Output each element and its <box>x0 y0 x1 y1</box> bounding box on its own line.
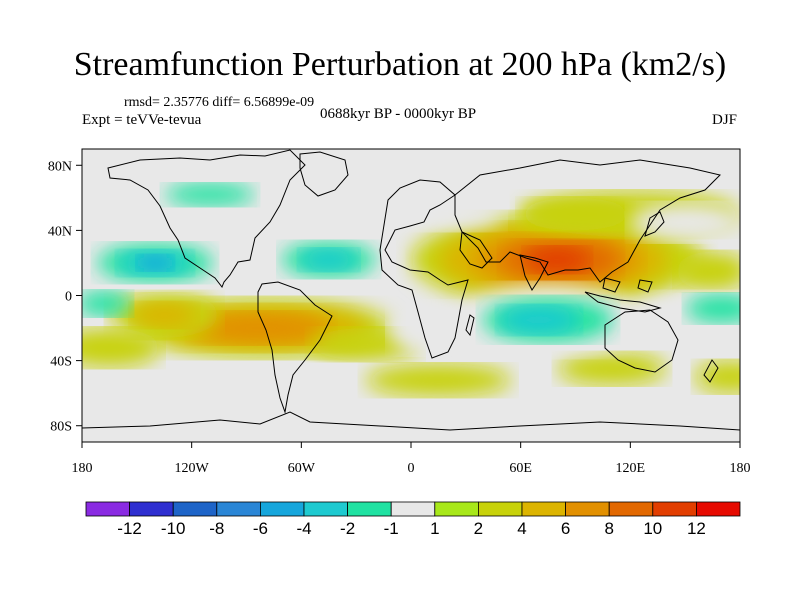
colorbar-label: 6 <box>561 519 570 538</box>
colorbar-swatch <box>172 501 218 517</box>
colorbar-swatch <box>434 501 479 517</box>
y-tick-label: 40S <box>50 355 72 370</box>
colorbar-swatch <box>216 501 261 517</box>
field-contour-10 <box>82 328 161 368</box>
colorbar-label: 2 <box>474 519 483 538</box>
field-contour-30 <box>498 305 580 335</box>
x-tick-label: 120E <box>616 461 646 476</box>
coastline-arabia <box>459 231 493 269</box>
coastline-japan <box>644 211 665 237</box>
colorbar-label: -2 <box>340 519 355 538</box>
coastline-madagascar <box>465 314 475 337</box>
field-contour-16 <box>557 352 667 386</box>
field-contour-27 <box>261 181 342 228</box>
coastline-europe-africa <box>379 179 469 359</box>
colorbar-swatch <box>303 501 348 517</box>
colorbar-swatch <box>85 501 130 517</box>
colorbar-label: -10 <box>161 519 186 538</box>
coastlines <box>82 149 740 431</box>
colorbar-label: 12 <box>687 519 706 538</box>
field-contour-26 <box>164 183 256 206</box>
colorbar-label: -6 <box>253 519 268 538</box>
field-contour-37 <box>389 302 470 355</box>
x-tick-label: 0 <box>408 461 415 476</box>
coastline-antarctica <box>82 411 740 431</box>
colorbar-label: 4 <box>517 519 526 538</box>
y-axis-ticks: 80N 40N 0 40S 80S <box>48 159 82 435</box>
colorbar-label: 10 <box>643 519 662 538</box>
colorbar-label: -1 <box>384 519 399 538</box>
coastline-greenland <box>299 151 349 197</box>
chart-title: Streamfunction Perturbation at 200 hPa (… <box>73 46 727 83</box>
coastline-north-america <box>107 149 306 288</box>
stats-text: rmsd= 2.35776 diff= 6.56899e-09 <box>124 95 315 110</box>
x-tick-label: 180 <box>730 461 751 476</box>
colorbar-swatch <box>347 501 392 517</box>
x-axis-ticks: 180 120W 60W 0 60E 120E 180 <box>72 442 751 476</box>
y-tick-label: 80S <box>50 420 72 435</box>
colorbar-label: -4 <box>296 519 311 538</box>
y-tick-label: 40N <box>48 224 72 239</box>
experiment-label: Expt = teVVe-tevua <box>82 112 202 128</box>
colorbar-swatch <box>390 501 436 517</box>
field-contour-34 <box>82 205 134 239</box>
coastline-asia <box>454 159 721 283</box>
colorbar-label: 8 <box>604 519 613 538</box>
colorbar-swatch <box>259 501 305 517</box>
field-contour-9 <box>131 302 198 329</box>
colorbar-swatch <box>477 501 523 517</box>
colorbar-swatch <box>608 501 654 517</box>
colorbar-swatch <box>696 501 741 517</box>
colorbar-swatch <box>129 501 174 517</box>
coastline-new-zealand <box>703 359 719 383</box>
colorbar-swatch <box>521 501 566 517</box>
field-contour-14 <box>520 197 631 231</box>
x-tick-label: 60E <box>509 461 532 476</box>
field-contour-4 <box>524 246 591 273</box>
field-contour-24 <box>299 248 358 272</box>
field-contour-21 <box>136 254 174 272</box>
colorbar-label: -8 <box>209 519 224 538</box>
coastline-indonesia <box>584 277 662 313</box>
colorbar-swatch <box>565 501 610 517</box>
coastline-india <box>519 254 549 291</box>
field-contour-11 <box>365 363 512 397</box>
field-contour-7 <box>191 311 331 345</box>
colorbar-swatch <box>652 501 697 517</box>
x-tick-label: 180 <box>72 461 93 476</box>
y-tick-label: 80N <box>48 159 72 174</box>
field-contour-35 <box>82 290 132 317</box>
field-contour-15 <box>676 251 740 291</box>
x-tick-label: 60W <box>288 461 316 476</box>
season-label: DJF <box>712 112 738 128</box>
period-label: 0688kyr BP - 0000kyr BP <box>320 106 477 122</box>
x-tick-label: 120W <box>175 461 210 476</box>
map-area <box>82 149 740 442</box>
coastline-australia <box>604 309 679 373</box>
field-contour-17 <box>694 360 740 394</box>
colorbar: -12 -10 -8 -6 -4 -2 -1 1 2 4 6 8 10 12 <box>85 501 741 538</box>
field-contour-33 <box>630 202 740 242</box>
colorbar-label: 1 <box>430 519 439 538</box>
colorbar-label: -12 <box>117 519 142 538</box>
field-contour-36 <box>392 197 503 231</box>
coastline-south-america <box>257 281 333 414</box>
y-tick-label: 0 <box>65 290 72 305</box>
field-contour-32 <box>685 293 740 324</box>
